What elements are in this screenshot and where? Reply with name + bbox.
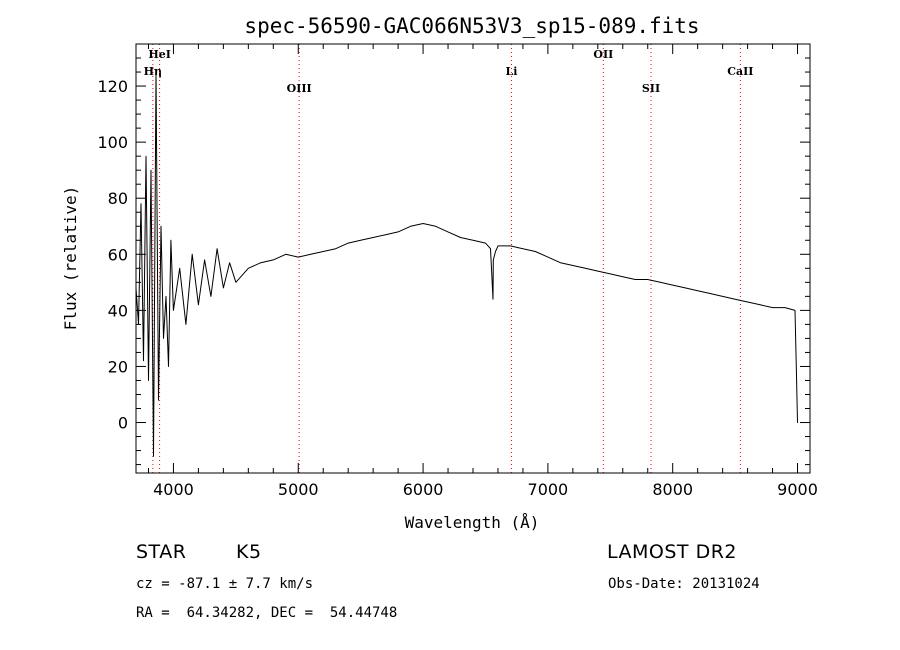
line-label-3: Li [505, 65, 517, 78]
axis-ticks: 4000 5000 6000 7000 8000 9000 0 20 40 60 80 100 120 [97, 44, 818, 499]
line-label-2: OIII [287, 82, 312, 95]
y-tick-label-1: 20 [108, 357, 128, 376]
x-axis-label: Wavelength (Å) [405, 513, 540, 532]
x-tick-label-4: 8000 [652, 480, 693, 499]
line-label-4: OII [593, 48, 613, 61]
line-label-0: Hη [144, 65, 162, 78]
line-label-6: CaII [727, 65, 753, 78]
x-tick-label-1: 5000 [278, 480, 319, 499]
y-tick-label-2: 40 [108, 301, 128, 320]
subclass-label: K5 [236, 541, 262, 563]
survey-label: LAMOST DR2 [607, 541, 737, 563]
spectrum-data [135, 71, 799, 457]
y-tick-label-3: 60 [108, 245, 128, 264]
object-type-label: STAR [136, 541, 187, 563]
y-axis-label: Flux (relative) [61, 186, 80, 331]
x-tick-label-3: 7000 [528, 480, 569, 499]
coordinates-text: RA = 64.34282, DEC = 54.44748 [136, 605, 398, 621]
y-tick-label-6: 120 [97, 77, 128, 96]
y-tick-label-0: 0 [118, 414, 128, 433]
y-tick-label-5: 100 [97, 133, 128, 152]
plot-frame [135, 43, 811, 474]
obs-date-text: Obs-Date: 20131024 [608, 576, 760, 592]
line-label-1: HeI [148, 48, 171, 61]
spectral-line-markers: Hη HeI OIII Li OII SII CaII [144, 44, 753, 473]
spectrum-chart: spec-56590-GAC066N53V3_sp15-089.fits HηH… [61, 14, 818, 532]
spectrum-series-0 [135, 71, 799, 457]
x-tick-label-0: 4000 [153, 480, 194, 499]
redshift-text: cz = -87.1 ± 7.7 km/s [136, 576, 314, 592]
line-label-5: SII [642, 82, 660, 95]
y-tick-label-4: 80 [108, 189, 128, 208]
x-tick-label-5: 9000 [777, 480, 818, 499]
chart-title: spec-56590-GAC066N53V3_sp15-089.fits [244, 14, 699, 38]
x-tick-label-2: 6000 [403, 480, 444, 499]
